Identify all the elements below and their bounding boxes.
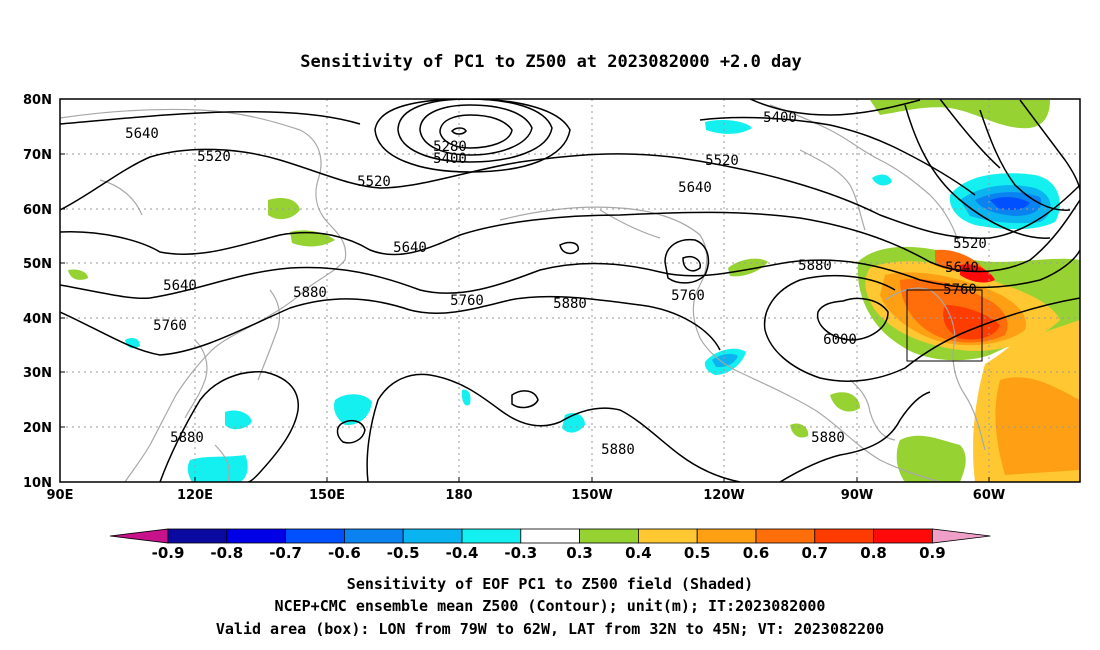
- colorbar-swatch: [285, 528, 345, 544]
- colorbar: -0.9 -0.8 -0.7 -0.6 -0.5 -0.4 -0.3 0.3 0.4 0.5 0.6…: [109, 528, 991, 562]
- lon-label: 120E: [177, 488, 213, 503]
- colorbar-swatch: [402, 528, 463, 544]
- contour-label: 5880: [553, 296, 587, 312]
- z500-contours: [60, 99, 1080, 482]
- contour-label: 5760: [450, 293, 484, 309]
- contour-label: 5400: [763, 110, 797, 126]
- colorbar-label: 0.6: [743, 544, 770, 562]
- lat-label: 60N: [23, 203, 52, 218]
- plot-title: Sensitivity of PC1 to Z500 at 2023082000…: [300, 52, 802, 72]
- contour-label: 5880: [170, 430, 204, 446]
- colorbar-label: -0.3: [504, 544, 537, 562]
- colorbar-swatch: [461, 528, 522, 544]
- colorbar-label: -0.7: [269, 544, 302, 562]
- colorbar-swatch: [520, 528, 580, 544]
- contour-label: 5520: [357, 174, 391, 190]
- lat-label: 10N: [23, 476, 52, 491]
- colorbar-low-triangle: [109, 528, 169, 544]
- map-panel: 5640 5520 5520 5640 5280 5400 5400 5520 …: [23, 93, 1081, 503]
- lat-label: 40N: [23, 312, 52, 327]
- longitude-labels: 90E 120E 150E 180 150W 120W 90W 60W: [47, 488, 1006, 503]
- colorbar-high-triangle: [932, 528, 991, 544]
- lon-label: 150W: [571, 488, 612, 503]
- colorbar-swatch: [579, 528, 639, 544]
- contour-label: 5880: [811, 430, 845, 446]
- axis-ticks: [60, 98, 990, 483]
- contour-label: 5520: [197, 149, 231, 165]
- caption: Sensitivity of EOF PC1 to Z500 field (Sh…: [216, 575, 884, 638]
- grid-lines: [60, 99, 1080, 482]
- colorbar-swatch: [167, 528, 228, 544]
- contour-label: 6000: [823, 332, 857, 348]
- colorbar-label: -0.5: [387, 544, 420, 562]
- colorbar-swatch: [226, 528, 287, 544]
- lon-label: 150E: [309, 488, 345, 503]
- colorbar-label: 0.4: [625, 544, 652, 562]
- colorbar-swatch: [814, 528, 874, 544]
- colorbar-label: -0.6: [328, 544, 361, 562]
- lon-label: 90E: [47, 488, 74, 503]
- colorbar-swatch: [696, 528, 757, 544]
- valid-area-box: [906, 289, 983, 362]
- colorbar-label: 0.5: [684, 544, 711, 562]
- lon-label: 90W: [841, 488, 873, 503]
- contour-label: 5400: [433, 151, 467, 167]
- contour-label: 5880: [293, 285, 327, 301]
- contour-label: 5760: [943, 282, 977, 298]
- lon-label: 120W: [703, 488, 744, 503]
- lon-label: 60W: [973, 488, 1005, 503]
- colorbar-swatch: [873, 528, 933, 544]
- contour-label: 5640: [678, 180, 712, 196]
- contour-label: 5520: [705, 153, 739, 169]
- colorbar-swatch: [638, 528, 698, 544]
- colorbar-label: -0.9: [152, 544, 185, 562]
- contour-label: 5640: [393, 240, 427, 256]
- contour-label: 5760: [153, 318, 187, 334]
- colorbar-swatch: [755, 528, 816, 544]
- colorbar-label: 0.3: [566, 544, 593, 562]
- contour-label: 5760: [671, 288, 705, 304]
- caption-line: Valid area (box): LON from 79W to 62W, L…: [216, 620, 884, 638]
- contour-label-group: 5640 5520 5520 5640 5280 5400 5400 5520 …: [125, 110, 987, 458]
- map-frame: [59, 98, 1081, 483]
- lat-label: 80N: [23, 93, 52, 108]
- colorbar-label: 0.8: [860, 544, 887, 562]
- contour-label: 5640: [163, 278, 197, 294]
- contour-label: 5520: [953, 236, 987, 252]
- caption-line: NCEP+CMC ensemble mean Z500 (Contour); u…: [275, 597, 826, 615]
- sensitivity-shading: [68, 100, 1080, 482]
- contour-label: 5880: [798, 258, 832, 274]
- colorbar-swatch: [343, 528, 404, 544]
- contour-label: 5640: [945, 260, 979, 276]
- lat-label: 50N: [23, 257, 52, 272]
- colorbar-label: -0.8: [210, 544, 243, 562]
- caption-line: Sensitivity of EOF PC1 to Z500 field (Sh…: [347, 575, 753, 593]
- contour-label: 5880: [601, 442, 635, 458]
- colorbar-label: -0.4: [446, 544, 479, 562]
- lon-label: 180: [445, 488, 472, 503]
- lat-label: 20N: [23, 421, 52, 436]
- latitude-labels: 80N 70N 60N 50N 40N 30N 20N 10N: [23, 93, 52, 491]
- lat-label: 30N: [23, 366, 52, 381]
- contour-label: 5280: [433, 139, 467, 155]
- lat-label: 70N: [23, 148, 52, 163]
- contour-label: 5640: [125, 126, 159, 142]
- colorbar-label: 0.9: [919, 544, 946, 562]
- colorbar-label: 0.7: [802, 544, 829, 562]
